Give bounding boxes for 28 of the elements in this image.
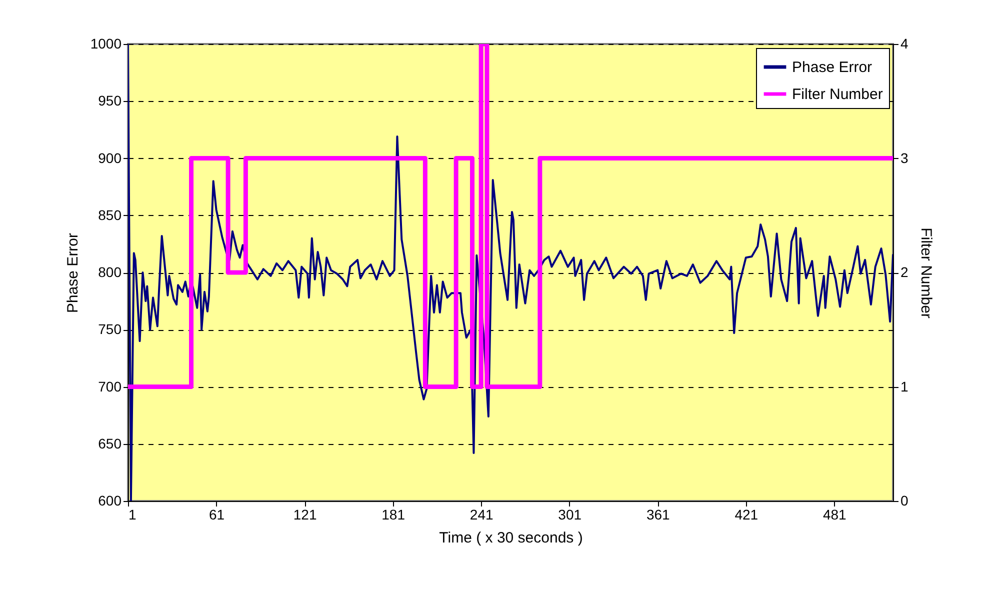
y-tick-label: 750 [98,321,122,338]
y-tick-label: 700 [98,378,122,394]
y2-axis-title: Filter Number [917,228,934,318]
y-tick-label: 1000 [90,36,122,52]
y-tick-label: 950 [98,92,122,109]
x-tick-label: 121 [293,506,317,522]
x-tick-label: 1 [128,506,136,522]
x-tick-label: 481 [822,506,847,522]
x-tick-label: 421 [734,506,758,522]
x-axis-title: Time ( x 30 seconds ) [439,530,583,546]
x-tick-label: 181 [382,506,406,522]
y2-tick-label: 1 [900,378,908,394]
x-tick-label: 61 [208,506,225,522]
y-tick-label: 850 [98,206,122,223]
y-axis-title: Phase Error [64,232,82,314]
legend-label: Phase Error [792,59,872,76]
y2-tick-label: 0 [900,492,908,508]
x-tick-label: 301 [558,506,582,522]
x-tick-label: 241 [470,506,494,522]
legend-label: Filter Number [792,86,883,103]
y2-tick-label: 2 [900,264,908,280]
y2-tick-label: 3 [900,150,908,166]
y-tick-label: 800 [98,264,122,280]
y-tick-label: 600 [98,492,122,508]
y-tick-label: 900 [98,150,122,166]
y2-tick-label: 4 [900,36,908,52]
x-tick-label: 361 [646,506,670,522]
y-tick-label: 650 [98,435,122,452]
